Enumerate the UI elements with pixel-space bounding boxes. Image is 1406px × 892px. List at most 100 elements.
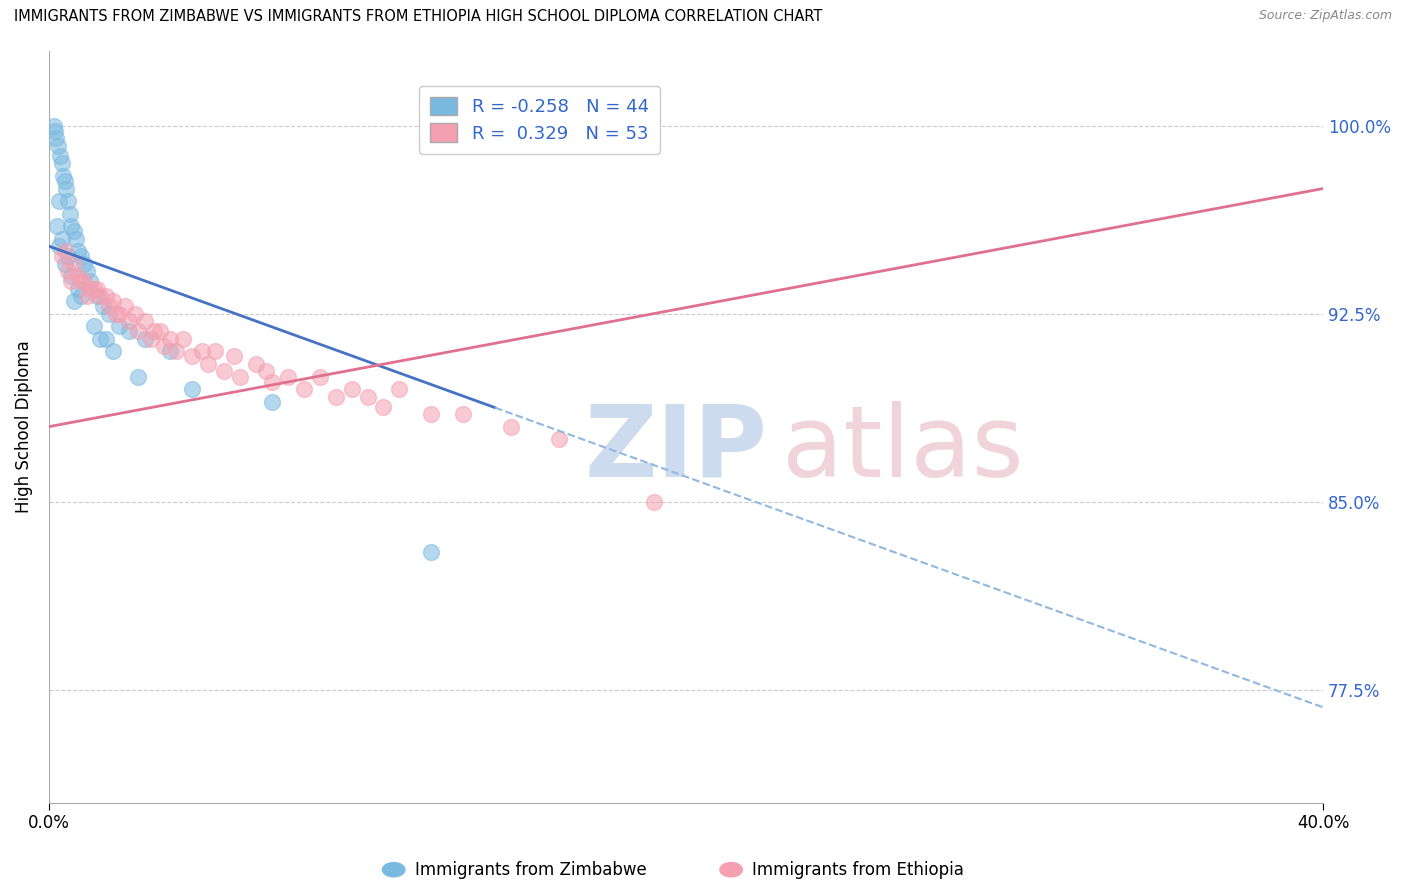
Point [69, 289, 91, 303]
Point [165, 344, 187, 359]
Point [79, 274, 101, 288]
Text: atlas: atlas [782, 401, 1024, 498]
Point [134, 332, 156, 346]
Point [101, 294, 124, 309]
Point [104, 307, 127, 321]
Point [76, 264, 98, 278]
Point [356, 390, 378, 404]
Point [108, 307, 131, 321]
Point [66, 282, 89, 296]
Point [69, 274, 91, 288]
Point [98, 299, 121, 313]
Point [60, 274, 83, 288]
Point [124, 307, 146, 321]
Point [55, 181, 77, 195]
Point [76, 289, 98, 303]
Point [117, 314, 139, 328]
Point [65, 232, 87, 246]
Point [53, 257, 76, 271]
Point [73, 257, 96, 271]
Point [63, 294, 86, 309]
Point [51, 156, 73, 170]
Point [181, 350, 204, 364]
Point [181, 382, 204, 396]
Point [451, 407, 474, 421]
Point [63, 257, 86, 271]
Point [260, 375, 283, 389]
Point [60, 219, 83, 234]
Text: IMMIGRANTS FROM ZIMBABWE VS IMMIGRANTS FROM ETHIOPIA HIGH SCHOOL DIPLOMA CORRELA: IMMIGRANTS FROM ZIMBABWE VS IMMIGRANTS F… [14, 9, 823, 24]
Point [222, 350, 245, 364]
Point [292, 382, 315, 396]
Point [499, 419, 522, 434]
Point [254, 364, 277, 378]
Legend: R = -0.258   N = 44, R =  0.329   N = 53: R = -0.258 N = 44, R = 0.329 N = 53 [419, 86, 659, 153]
Point [86, 289, 108, 303]
Point [197, 357, 219, 371]
Point [60, 269, 83, 284]
Point [127, 369, 149, 384]
Point [127, 325, 149, 339]
Point [56, 249, 79, 263]
Point [388, 382, 411, 396]
Point [51, 232, 73, 246]
Point [114, 299, 136, 313]
Point [48, 194, 70, 208]
Point [143, 325, 166, 339]
Point [83, 319, 105, 334]
Point [325, 390, 347, 404]
Point [48, 239, 70, 253]
Point [51, 249, 73, 263]
Text: Source: ZipAtlas.com: Source: ZipAtlas.com [1258, 9, 1392, 22]
Point [46, 139, 69, 153]
Text: Immigrants from Ethiopia: Immigrants from Ethiopia [752, 861, 965, 879]
Point [45, 131, 67, 145]
Point [159, 332, 181, 346]
Point [420, 545, 443, 559]
Point [63, 224, 86, 238]
Point [89, 332, 111, 346]
Point [149, 325, 172, 339]
Point [212, 364, 235, 378]
Point [159, 344, 181, 359]
Point [91, 299, 114, 313]
Point [52, 169, 75, 183]
Point [69, 249, 91, 263]
Point [96, 332, 118, 346]
Point [89, 289, 111, 303]
Point [86, 282, 108, 296]
Point [66, 269, 89, 284]
Point [49, 149, 72, 163]
Point [117, 325, 139, 339]
Point [152, 339, 174, 353]
Point [45, 219, 67, 234]
Y-axis label: High School Diploma: High School Diploma [15, 340, 32, 513]
Point [229, 369, 252, 384]
Point [96, 289, 118, 303]
Point [66, 244, 89, 259]
Point [134, 314, 156, 328]
Point [245, 357, 267, 371]
Point [191, 344, 214, 359]
Point [73, 274, 96, 288]
Point [59, 206, 82, 220]
Point [53, 174, 76, 188]
Point [420, 407, 443, 421]
Text: Immigrants from Zimbabwe: Immigrants from Zimbabwe [415, 861, 647, 879]
Point [308, 369, 330, 384]
Point [547, 432, 569, 446]
Text: ZIP: ZIP [583, 401, 768, 498]
Point [643, 495, 665, 509]
Point [53, 244, 76, 259]
Point [172, 332, 194, 346]
Point [98, 307, 121, 321]
Point [277, 369, 299, 384]
Point [56, 194, 79, 208]
Point [340, 382, 363, 396]
Point [42, 119, 65, 133]
Point [79, 282, 101, 296]
Point [139, 332, 162, 346]
Point [56, 264, 79, 278]
Point [101, 344, 124, 359]
Point [260, 394, 283, 409]
